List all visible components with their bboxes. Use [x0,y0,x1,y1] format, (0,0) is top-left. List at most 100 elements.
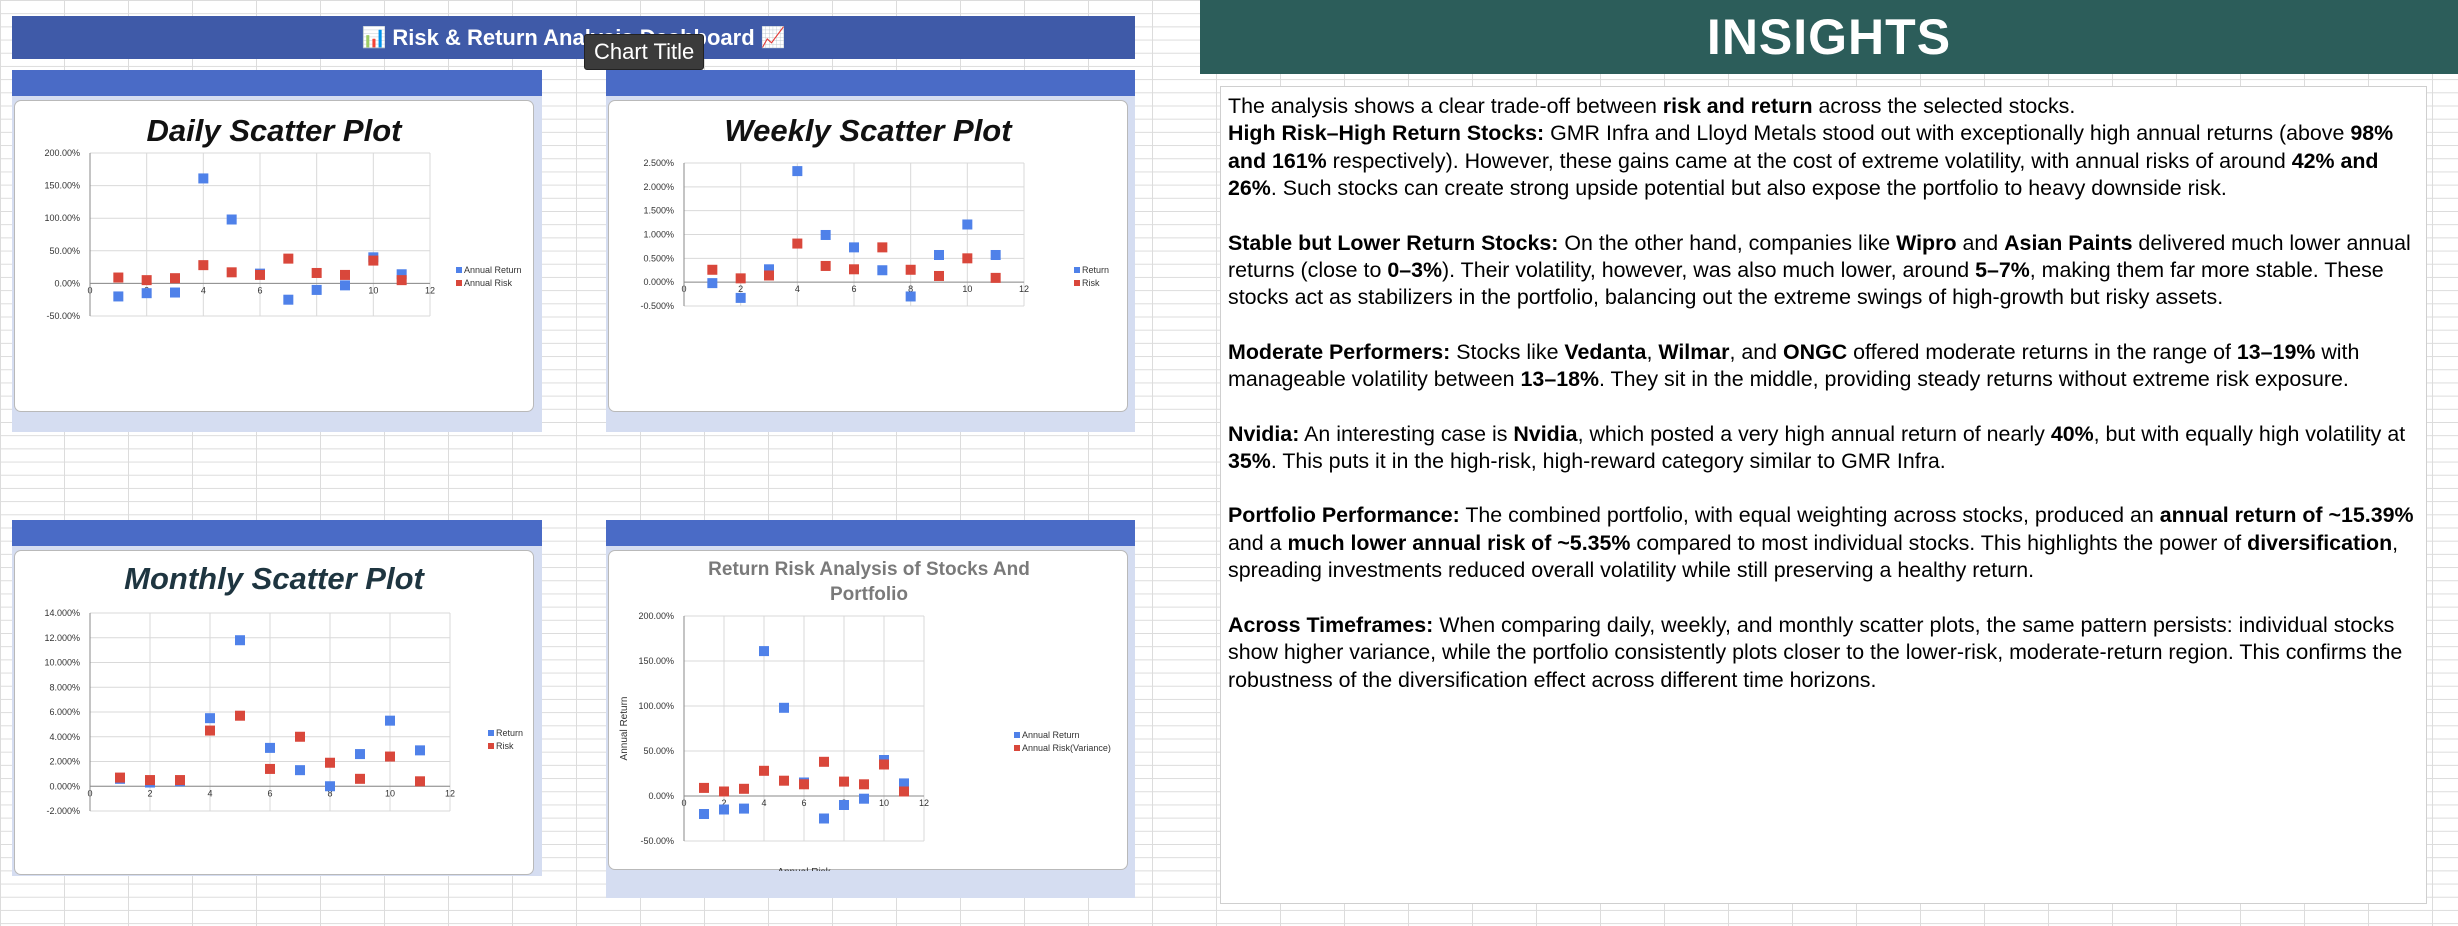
data-point[interactable] [415,745,425,756]
data-point[interactable] [779,702,789,713]
data-point[interactable] [265,742,275,753]
data-point[interactable] [396,269,407,280]
data-point[interactable] [170,273,180,284]
data-point[interactable] [799,779,809,790]
data-point[interactable] [415,776,425,787]
data-point[interactable] [699,809,709,819]
data-point[interactable] [141,288,152,299]
daily-scatter-chart[interactable]: Daily Scatter Plot -50.00% 0.00% 50.00% 100… [14,100,534,412]
data-point[interactable] [859,793,869,804]
data-point[interactable] [170,287,180,298]
weekly-scatter-chart[interactable]: Weekly Scatter Plot -0.500% 0.000% 0.500% 1… [608,100,1128,412]
insight-bold-text: Asian Paints [2004,230,2133,255]
data-point[interactable] [283,294,294,305]
data-point[interactable] [255,269,265,280]
data-point[interactable] [899,778,909,789]
data-point[interactable] [141,275,152,286]
data-point[interactable] [226,214,237,225]
data-point[interactable] [934,270,944,281]
data-point[interactable] [235,635,245,646]
insight-bold-text: annual return of ~15.39% [2159,503,2414,528]
data-point[interactable] [839,800,849,810]
data-point[interactable] [879,759,889,770]
data-point[interactable] [962,219,973,230]
data-point[interactable] [759,765,769,776]
insight-text: , which posted a very high annual return… [1577,421,2051,446]
data-point[interactable] [145,775,155,786]
data-point[interactable] [175,775,185,786]
data-point[interactable] [962,253,973,264]
data-point[interactable] [340,280,350,291]
legend-label: Risk [496,741,514,751]
data-point[interactable] [198,260,209,271]
data-point[interactable] [759,646,769,657]
data-point[interactable] [205,725,215,736]
data-point[interactable] [198,173,209,184]
data-point[interactable] [115,772,125,783]
data-point[interactable] [226,267,237,278]
data-point[interactable] [735,292,746,303]
data-point[interactable] [355,773,365,784]
insight-bold-text: 98% and 161% [1228,121,2394,173]
data-point[interactable] [739,803,749,814]
data-point[interactable] [719,804,729,815]
data-point[interactable] [235,710,245,721]
insight-text: . This puts it in the high-risk, high-re… [1270,449,1946,474]
data-point[interactable] [265,763,275,774]
data-point[interactable] [792,238,803,249]
data-point[interactable] [707,264,718,275]
data-point[interactable] [699,782,709,793]
data-point[interactable] [283,253,294,264]
data-point[interactable] [990,249,1001,260]
data-point[interactable] [368,255,379,266]
data-point[interactable] [735,273,746,284]
data-point[interactable] [820,260,831,271]
data-point[interactable] [849,264,859,275]
y-tick-label: -2.000% [46,806,80,816]
data-point[interactable] [779,775,789,786]
data-point[interactable] [859,779,869,790]
data-point[interactable] [990,272,1001,283]
data-point[interactable] [205,713,215,724]
data-point[interactable] [905,291,916,302]
portfolio-scatter-chart[interactable]: Return Risk Analysis of Stocks And Portf… [608,550,1128,878]
data-point[interactable] [396,275,407,286]
data-point[interactable] [113,291,124,302]
data-point[interactable] [295,765,305,776]
data-point[interactable] [820,229,831,240]
data-point[interactable] [311,267,322,278]
data-point[interactable] [311,284,322,295]
data-point[interactable] [764,264,774,275]
data-point[interactable] [707,278,718,289]
data-point[interactable] [385,751,395,762]
x-tick-label: 10 [962,284,972,294]
data-point[interactable] [385,715,395,726]
data-point[interactable] [340,269,350,280]
insight-text: , spreading investments reduced overall … [1228,530,2399,583]
data-point[interactable] [905,264,916,275]
x-tick-label: 4 [761,798,766,808]
data-point[interactable] [877,242,888,253]
data-point[interactable] [819,756,829,767]
data-point[interactable] [325,757,335,768]
data-point[interactable] [877,265,888,276]
header-strip [606,520,1135,546]
data-point[interactable] [899,786,909,797]
data-point[interactable] [819,813,829,824]
data-point[interactable] [792,166,803,177]
insight-bold-text: Portfolio Performance: [1228,503,1460,528]
data-point[interactable] [839,776,849,787]
data-point[interactable] [113,272,124,283]
insight-paragraph: Across Timeframes: When comparing daily,… [1228,612,2420,694]
insights-text-box[interactable]: The analysis shows a clear trade-off bet… [1220,86,2427,904]
data-point[interactable] [355,749,365,760]
insight-text: , and [1729,339,1784,364]
monthly-scatter-chart[interactable]: Monthly Scatter Plot -2.000% 0.000% 2.000%… [14,550,534,875]
data-point[interactable] [325,781,335,792]
data-point[interactable] [934,249,944,260]
data-point[interactable] [764,270,774,281]
data-point[interactable] [295,731,305,742]
data-point[interactable] [739,783,749,794]
data-point[interactable] [719,786,729,797]
data-point[interactable] [849,242,859,253]
